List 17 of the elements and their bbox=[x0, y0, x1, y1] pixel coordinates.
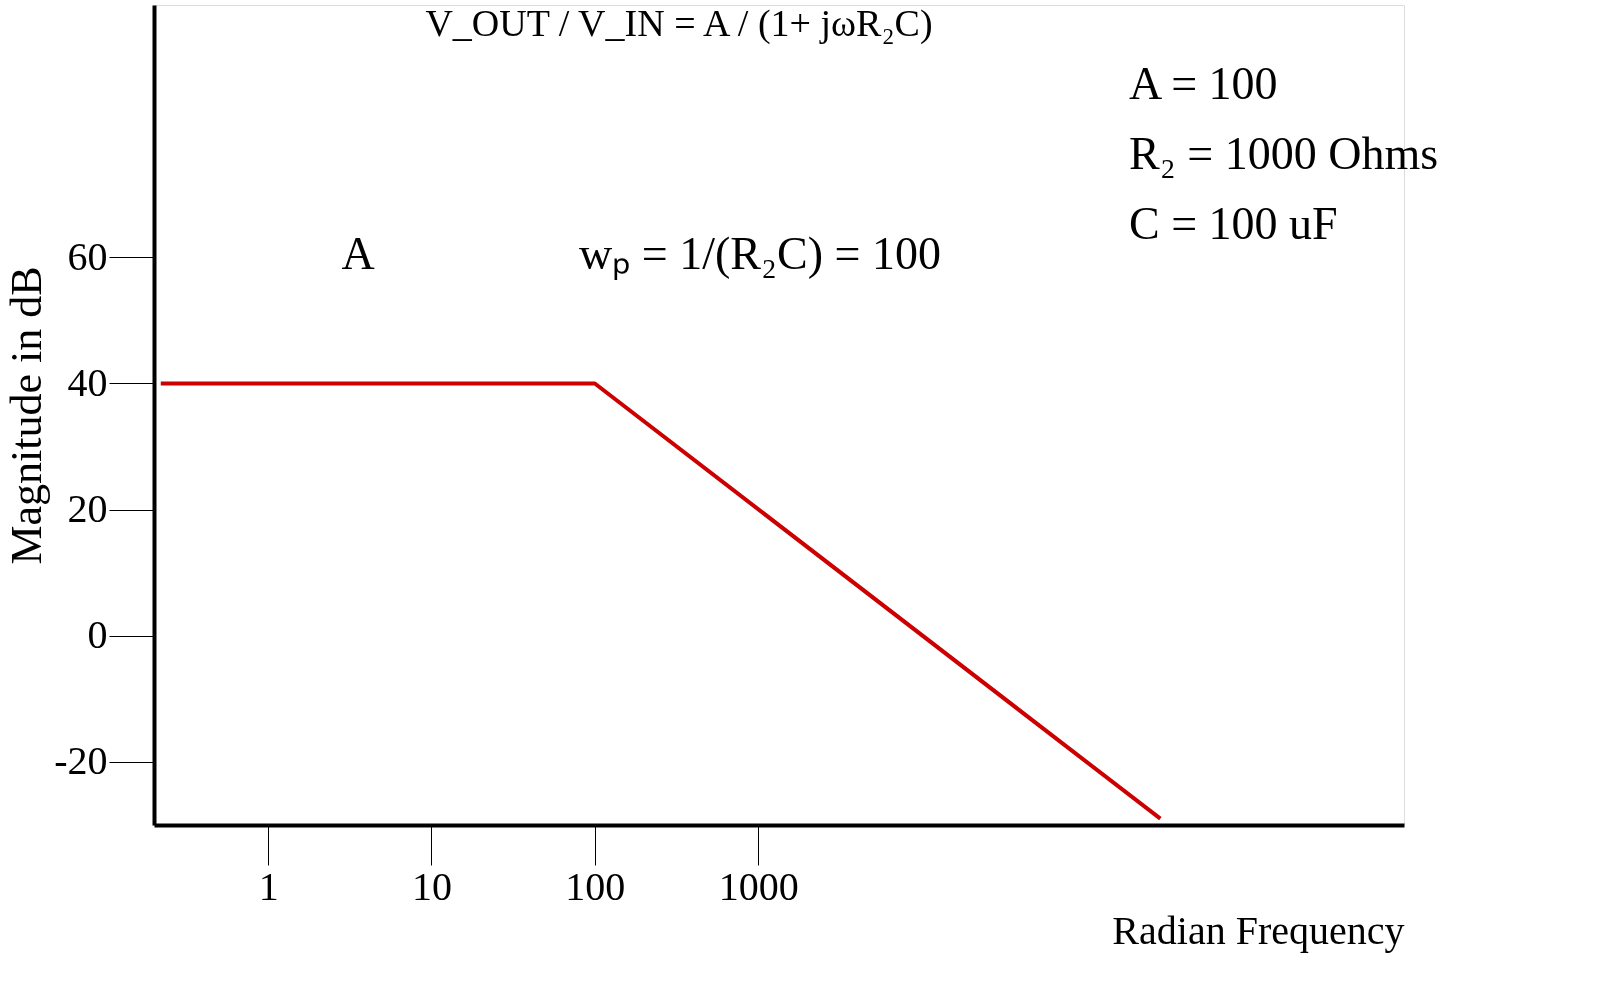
y-axis-title: Magnitude in dB bbox=[2, 266, 52, 565]
y-tick-label: 40 bbox=[67, 359, 108, 405]
y-tick-label: 0 bbox=[87, 612, 108, 658]
y-tick-label: -20 bbox=[54, 738, 108, 784]
x-tick-label: 10 bbox=[411, 863, 452, 909]
x-tick-label: 100 bbox=[565, 863, 626, 909]
annotation: R₂ = 1000 Ohms bbox=[1129, 128, 1439, 179]
annotation: V_OUT / V_IN = A / (1+ jωR₂C) bbox=[425, 2, 933, 45]
annotation: wₚ = 1/(R₂C) = 100 bbox=[579, 228, 941, 281]
annotation: C = 100 uF bbox=[1129, 198, 1338, 249]
y-tick-label: 60 bbox=[67, 233, 108, 279]
x-tick-label: 1 bbox=[258, 863, 279, 909]
x-axis-title: Radian Frequency bbox=[1112, 907, 1405, 953]
x-tick-label: 1000 bbox=[718, 863, 799, 909]
y-tick-label: 20 bbox=[67, 486, 108, 532]
annotation: A = 100 bbox=[1129, 58, 1278, 109]
annotation: A bbox=[341, 228, 375, 279]
